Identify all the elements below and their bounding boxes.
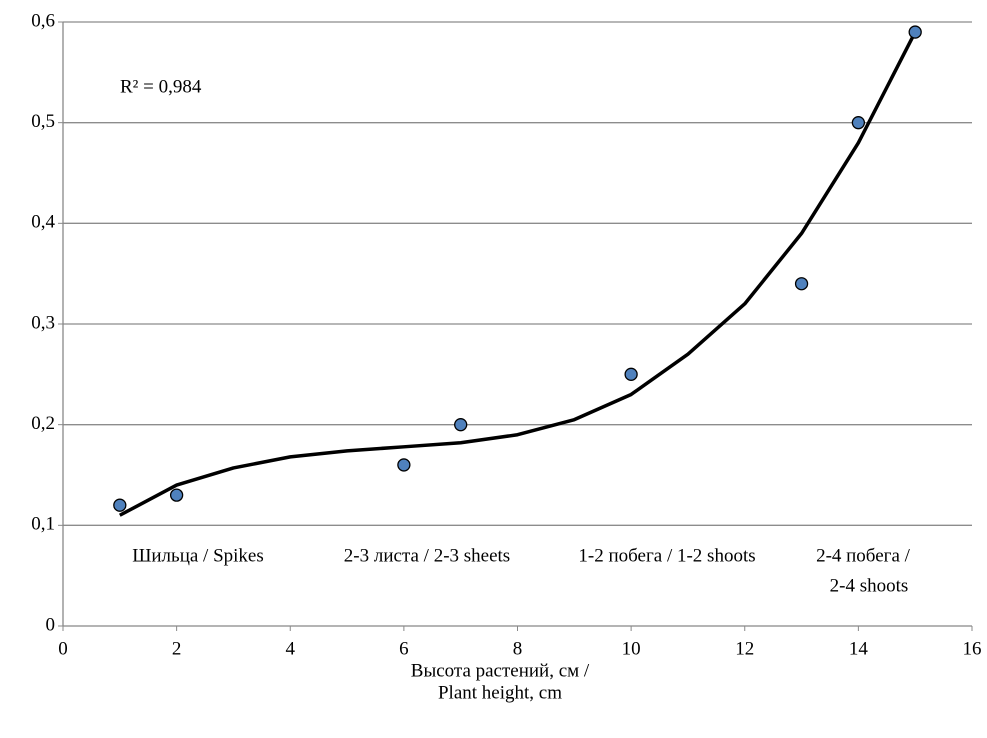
y-tick-label: 0,6	[31, 10, 55, 31]
x-tick-label: 4	[286, 638, 296, 659]
trendline	[118, 31, 917, 517]
y-tick-label: 0,5	[31, 111, 55, 132]
x-tick-label: 12	[735, 638, 754, 659]
x-tick-label: 0	[58, 638, 68, 659]
stage-label: 2-4 побега /	[816, 545, 911, 566]
x-axis-title: Plant height, cm	[438, 682, 562, 703]
point	[397, 458, 411, 472]
x-tick-label: 14	[849, 638, 869, 659]
x-tick-label: 8	[513, 638, 523, 659]
x-axis-title: Высота растений, см /	[411, 660, 590, 681]
stage-label: 1-2 побега / 1-2 shoots	[578, 545, 755, 566]
x-tick-label: 16	[963, 638, 982, 659]
y-tick-label: 0	[46, 614, 56, 635]
point	[624, 367, 638, 381]
point	[794, 277, 809, 291]
y-tick-label: 0,1	[31, 514, 55, 535]
x-tick-label: 10	[622, 638, 641, 659]
point	[454, 418, 468, 432]
y-tick-label: 0,4	[31, 212, 55, 233]
stage-label: Шильца / Spikes	[132, 545, 264, 566]
point	[113, 498, 127, 512]
y-tick-label: 0,3	[31, 312, 55, 333]
point	[169, 488, 184, 502]
point	[851, 116, 866, 130]
x-tick-label: 2	[172, 638, 182, 659]
y-tick-label: 0,2	[31, 413, 55, 434]
point	[908, 25, 922, 39]
r-squared: R² = 0,984	[120, 76, 202, 97]
stage-label: 2-4 shoots	[830, 575, 909, 596]
stage-label: 2-3 листа / 2-3 sheets	[344, 545, 510, 566]
x-tick-label: 6	[399, 638, 409, 659]
